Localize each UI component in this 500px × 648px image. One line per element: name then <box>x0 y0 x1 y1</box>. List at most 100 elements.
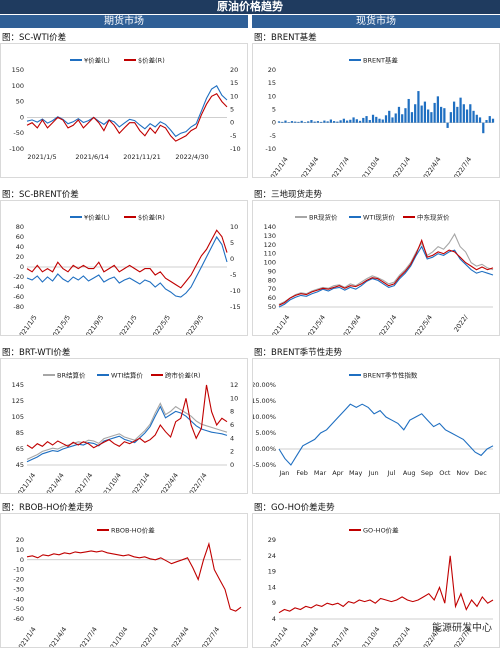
y-tick-label: -50 <box>13 605 24 613</box>
bar <box>300 120 303 123</box>
y2-tick-label: 6 <box>230 421 234 429</box>
x-tick-label: Sep <box>421 469 433 477</box>
x-tick-label: 2021/10/4 <box>356 156 382 178</box>
chart-go-ho: GO-HO价差 4 9 14 19 24 29 2021/1/4 2021/4/4 2021/7/… <box>252 513 500 648</box>
bar <box>307 121 310 123</box>
x-tick-label: 2022/5/4 <box>411 314 434 336</box>
bar <box>459 97 462 123</box>
bar <box>478 117 482 123</box>
x-tick-label: Jan <box>278 469 289 477</box>
y-tick-label: 45 <box>16 461 24 469</box>
x-tick-label: Jul <box>386 469 395 477</box>
y-tick-label: 70 <box>268 285 276 293</box>
y-tick-label: 20 <box>16 536 24 544</box>
bar <box>329 119 332 123</box>
series-line <box>26 384 228 449</box>
x-tick-label: May <box>349 469 363 477</box>
x-tick-label: 2022/1/4 <box>389 156 412 178</box>
x-tick-label: 2021/5/5 <box>49 314 72 336</box>
chart-brent-basis: BRENT基差 -10 -5 0 5 10 15 20 2021/1/4 2021/4/4 2021… <box>252 43 500 178</box>
y-tick-label: 85 <box>16 429 24 437</box>
page-title: 原油价格趋势 <box>0 0 500 14</box>
bar <box>446 122 449 128</box>
y-tick-label: -40 <box>13 283 24 291</box>
chart-sc-wti: ¥价差(L) $价差(R)-100-50050100150-10-50510152… <box>0 43 248 178</box>
x-tick-label: 2022/4/4 <box>157 472 180 494</box>
legend-label: RBOB-HO价差 <box>111 526 155 535</box>
x-tick-label: Nov <box>456 469 469 477</box>
bar <box>333 121 336 123</box>
y-tick-label: 24 <box>268 552 276 560</box>
series-line <box>278 403 494 466</box>
y-tick-label: 80 <box>268 276 276 284</box>
y-tick-label: 80 <box>16 223 24 231</box>
series-line <box>26 85 228 138</box>
legend-label: BR结算价 <box>57 371 86 380</box>
y-tick-label: 10 <box>16 546 24 554</box>
x-tick-label: 2022/1/4 <box>128 472 151 494</box>
bar <box>287 122 290 123</box>
bar <box>404 108 407 123</box>
y-tick-label: 5.00% <box>255 429 276 437</box>
y2-tick-label: -15 <box>230 303 241 311</box>
bar <box>378 118 381 123</box>
x-tick-label: 2022/1/4 <box>375 314 398 336</box>
watermark: 能源研发中心 <box>432 623 492 634</box>
bar <box>452 101 456 123</box>
y-tick-label: -20 <box>13 576 24 584</box>
bar <box>313 121 316 123</box>
x-tick-label: 2022/5/5 <box>149 314 172 336</box>
y-tick-label: 110 <box>264 250 276 258</box>
bar <box>342 118 345 123</box>
x-tick-label: 2021/1/4 <box>14 472 37 494</box>
legend-label: 跨市价差(R) <box>165 371 201 380</box>
spot-column-header: 现货市场 <box>252 15 500 28</box>
y-tick-label: 140 <box>264 223 276 231</box>
x-tick-label: 2022/7/4 <box>198 626 221 648</box>
x-tick-label: Jun <box>367 469 378 477</box>
y2-tick-label: 2 <box>230 448 234 456</box>
bar <box>401 114 404 123</box>
y2-tick-label: 5 <box>230 106 234 114</box>
x-tick-label: 2021/1/4 <box>15 626 38 648</box>
y2-tick-label: 10 <box>230 394 238 402</box>
bar <box>277 121 281 123</box>
y-tick-label: 0.00% <box>255 445 276 453</box>
chart-title: 图：BRT-WTI价差 <box>2 348 71 358</box>
y-tick-label: 10 <box>268 92 276 100</box>
chart-title: 图：三地现货走势 <box>254 190 323 200</box>
x-tick-label: 2021/1/5 <box>27 153 56 161</box>
chart-rbob-ho: RBOB-HO价差 -60 -50 -40 -30-20 -10 0 10 20 2021/1/4… <box>0 513 248 648</box>
y-tick-label: 60 <box>268 294 276 302</box>
bar <box>475 114 478 123</box>
x-tick-label: Apr <box>332 469 344 477</box>
y2-tick-label: -5 <box>230 271 236 279</box>
bar <box>355 119 358 123</box>
x-tick-label: 2022/4/4 <box>419 156 442 178</box>
x-tick-label: 2021/10/4 <box>97 472 123 494</box>
y-tick-label: -100 <box>9 145 24 153</box>
y-tick-label: 150 <box>12 66 24 74</box>
y-tick-label: -30 <box>13 585 24 593</box>
x-tick-label: 2022/1/4 <box>389 626 412 648</box>
y-tick-label: 15 <box>268 79 276 87</box>
y-tick-label: 120 <box>264 241 276 249</box>
y-tick-label: 20.00% <box>252 381 276 389</box>
bar <box>384 115 388 123</box>
y-tick-label: -80 <box>13 303 24 311</box>
legend-label: 中东现货价 <box>417 213 450 222</box>
x-tick-label: Mar <box>314 469 327 477</box>
bar <box>420 105 423 123</box>
bar <box>472 110 475 123</box>
x-tick-label: 2021/4/4 <box>45 626 68 648</box>
y-tick-label: 100 <box>12 82 24 90</box>
bar <box>323 120 326 123</box>
y-tick-label: 145 <box>12 381 24 389</box>
bar <box>310 120 313 123</box>
bar <box>469 104 472 123</box>
y2-tick-label: 5 <box>230 239 234 247</box>
series-line <box>26 229 228 289</box>
legend-label: $价差(R) <box>138 56 165 65</box>
y2-tick-label: 20 <box>230 66 238 74</box>
bar <box>349 119 352 123</box>
